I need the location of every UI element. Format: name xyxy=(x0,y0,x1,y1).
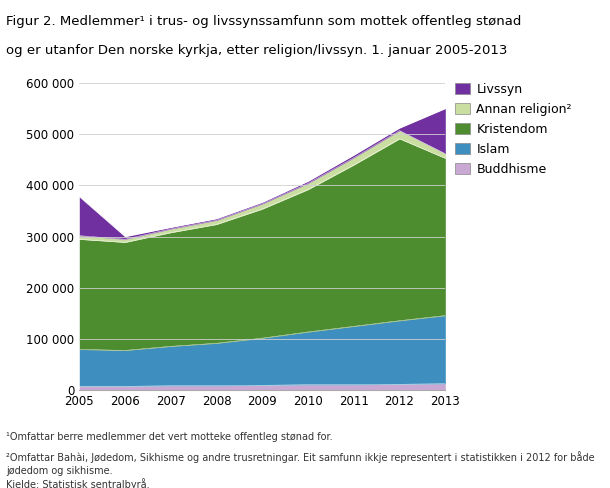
Text: jødedom og sikhisme.: jødedom og sikhisme. xyxy=(6,466,113,476)
Text: og er utanfor Den norske kyrkja, etter religion/livssyn. 1. januar 2005-2013: og er utanfor Den norske kyrkja, etter r… xyxy=(6,44,508,57)
Legend: Livssyn, Annan religion², Kristendom, Islam, Buddhisme: Livssyn, Annan religion², Kristendom, Is… xyxy=(455,83,572,176)
Text: ²Omfattar Bahài, Jødedom, Sikhisme og andre trusretningar. Eit samfunn ikkje rep: ²Omfattar Bahài, Jødedom, Sikhisme og an… xyxy=(6,451,595,463)
Text: ¹Omfattar berre medlemmer det vert motteke offentleg stønad for.: ¹Omfattar berre medlemmer det vert motte… xyxy=(6,432,332,442)
Text: Figur 2. Medlemmer¹ i trus- og livssynssamfunn som mottek offentleg stønad: Figur 2. Medlemmer¹ i trus- og livssynss… xyxy=(6,15,522,28)
Text: Kjelde: Statistisk sentralbyrå.: Kjelde: Statistisk sentralbyrå. xyxy=(6,478,149,488)
